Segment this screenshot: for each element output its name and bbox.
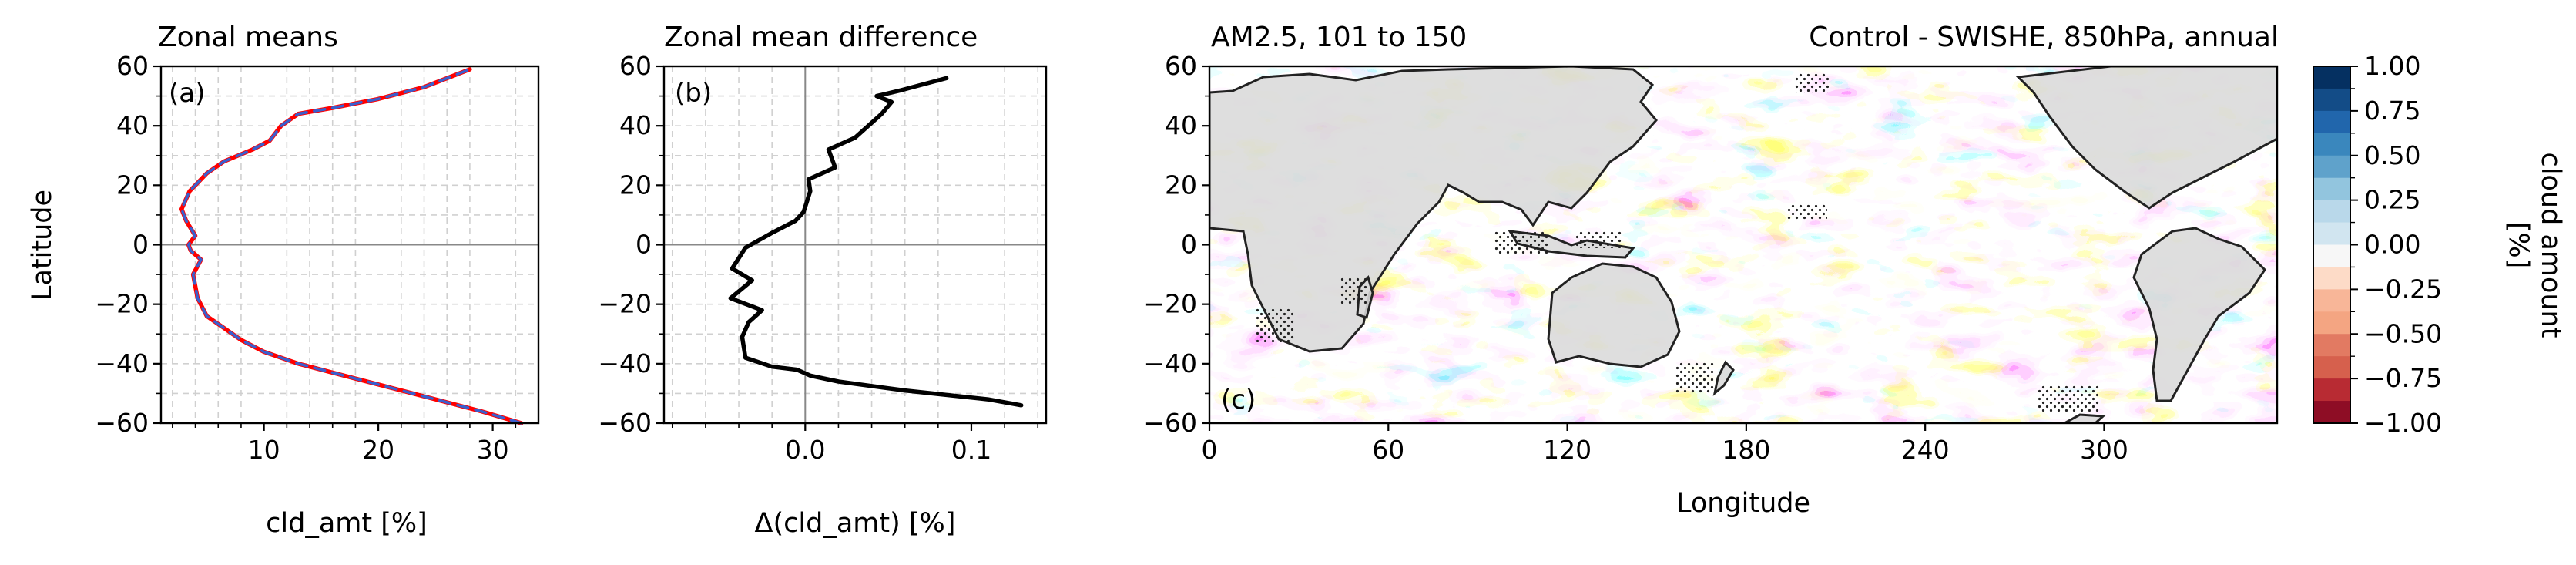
panel-b-title: Zonal mean difference	[664, 22, 978, 53]
colorbar-swatch	[2313, 356, 2350, 379]
y-tick-label: −20	[95, 289, 149, 319]
panel-a-xlabel: cld_amt [%]	[266, 508, 428, 539]
y-tick-label: −60	[95, 408, 149, 438]
colorbar-tick-label: 0.25	[2364, 185, 2420, 215]
colorbar-tick-label: −1.00	[2364, 408, 2442, 438]
colorbar-swatch	[2313, 88, 2350, 112]
colorbar-tick-label: 1.00	[2364, 51, 2420, 81]
colorbar-tick-label: 0.00	[2364, 230, 2420, 260]
panel-c-title-right: Control - SWISHE, 850hPa, annual	[1809, 22, 2279, 53]
map-y-tick-label: 20	[1165, 170, 1197, 200]
panel-b-lines	[728, 76, 1024, 408]
colorbar-swatch	[2313, 267, 2350, 290]
colorbar-tick-label: 0.75	[2364, 96, 2420, 126]
series-line-0	[728, 76, 1024, 408]
colorbar-tick-label: 0.50	[2364, 140, 2420, 170]
colorbar-swatch	[2313, 311, 2350, 335]
panel-b-tag: (b)	[675, 78, 712, 109]
panel-a-ylabel: Latitude	[27, 190, 58, 301]
map-x-tick-label: 240	[1901, 435, 1950, 465]
panel-b: 60 40 20 0 −20 −40 −60 0.0 0.1 Zonal mean differ…	[598, 22, 1048, 539]
colorbar-swatch	[2313, 155, 2350, 179]
y-tick-label: 0	[636, 230, 652, 260]
x-tick-label: 10	[248, 435, 280, 465]
x-tick-label: 20	[362, 435, 394, 465]
y-tick-label: −40	[598, 348, 652, 378]
map-x-tick-label: 120	[1543, 435, 1592, 465]
colorbar: 1.00 0.75 0.50 0.25 0.00 −0.25 −0.50 −0.75 −1.00…	[2313, 51, 2566, 438]
map-x-tick-label: 60	[1372, 435, 1404, 465]
y-tick-label: 60	[619, 51, 652, 81]
south-america	[2132, 227, 2266, 402]
continents	[1209, 66, 2277, 423]
colorbar-swatch	[2313, 378, 2350, 402]
panel-b-xlabel: Δ(cld_amt) [%]	[755, 508, 956, 539]
map-field	[1209, 66, 2277, 423]
map-y-tick-label: 0	[1181, 230, 1197, 260]
x-tick-label: 0.1	[951, 435, 991, 465]
panel-a-title: Zonal means	[158, 22, 338, 53]
colorbar-swatch	[2313, 334, 2350, 357]
panel-b-ticks: 60 40 20 0 −20 −40 −60 0.0 0.1	[598, 51, 1039, 465]
colorbar-swatch	[2313, 222, 2350, 246]
map-x-tick-label: 300	[2080, 435, 2128, 465]
map-y-tick-label: −40	[1143, 348, 1197, 378]
antarctica-tip	[2064, 413, 2106, 423]
colorbar-swatch	[2313, 177, 2350, 201]
colorbar-swatches	[2313, 66, 2350, 424]
x-tick-label: 0.0	[785, 435, 825, 465]
panel-b-grid	[664, 66, 1046, 424]
map-x-tick-label: 180	[1722, 435, 1770, 465]
y-tick-label: 40	[619, 110, 652, 140]
colorbar-swatch	[2313, 110, 2350, 134]
panel-c-title-left: AM2.5, 101 to 150	[1211, 22, 1467, 53]
x-tick-label: 30	[477, 435, 509, 465]
panel-a: 60 40 20 0 −20 −40 −60 10 20 30 Zonal means (a) c…	[27, 22, 540, 539]
panel-a-ticks: 60 40 20 0 −20 −40 −60 10 20 30	[95, 51, 517, 465]
panel-a-lines	[179, 67, 524, 425]
colorbar-label-line2: [%]	[2503, 222, 2534, 269]
colorbar-swatch	[2313, 289, 2350, 312]
panel-a-grid	[161, 66, 538, 424]
colorbar-label-line1: cloud amount	[2535, 153, 2566, 338]
colorbar-swatch	[2313, 244, 2350, 268]
y-tick-label: −60	[598, 408, 652, 438]
map-y-tick-label: 60	[1165, 51, 1197, 81]
colorbar-ticks: 1.00 0.75 0.50 0.25 0.00 −0.25 −0.50 −0.75 −1.00	[2350, 51, 2442, 438]
panel-c-ticks: 0 60 120 180 240 300 60 40 20 0 −20 −40 −60	[1143, 51, 2128, 465]
north-america	[2015, 66, 2277, 210]
australia	[1547, 262, 1681, 368]
map-y-tick-label: 40	[1165, 110, 1197, 140]
y-tick-label: 60	[116, 51, 149, 81]
y-tick-label: −20	[598, 289, 652, 319]
colorbar-swatch	[2313, 401, 2350, 424]
panel-c: 0 60 120 180 240 300 60 40 20 0 −20 −40 −60 AM2.5, 1…	[1143, 22, 2279, 519]
colorbar-tick-label: −0.25	[2364, 274, 2442, 304]
y-tick-label: 20	[619, 170, 652, 200]
colorbar-swatch	[2313, 200, 2350, 224]
panel-c-xlabel: Longitude	[1676, 488, 1810, 519]
y-tick-label: −40	[95, 348, 149, 378]
map-y-tick-label: −20	[1143, 289, 1197, 319]
colorbar-tick-label: −0.75	[2364, 363, 2442, 393]
map-y-tick-label: −60	[1143, 408, 1197, 438]
y-tick-label: 40	[116, 110, 149, 140]
colorbar-tick-label: −0.50	[2364, 318, 2442, 348]
y-tick-label: 20	[116, 170, 149, 200]
new-zealand	[1712, 360, 1735, 396]
map-x-tick-label: 0	[1202, 435, 1218, 465]
series-line-1	[179, 68, 523, 425]
panel-a-tag: (a)	[169, 78, 205, 109]
y-tick-label: 0	[132, 230, 149, 260]
significance-stipple	[1256, 73, 2099, 412]
colorbar-swatch	[2313, 133, 2350, 156]
panel-c-tag: (c)	[1221, 385, 1256, 415]
colorbar-swatch	[2313, 66, 2350, 89]
